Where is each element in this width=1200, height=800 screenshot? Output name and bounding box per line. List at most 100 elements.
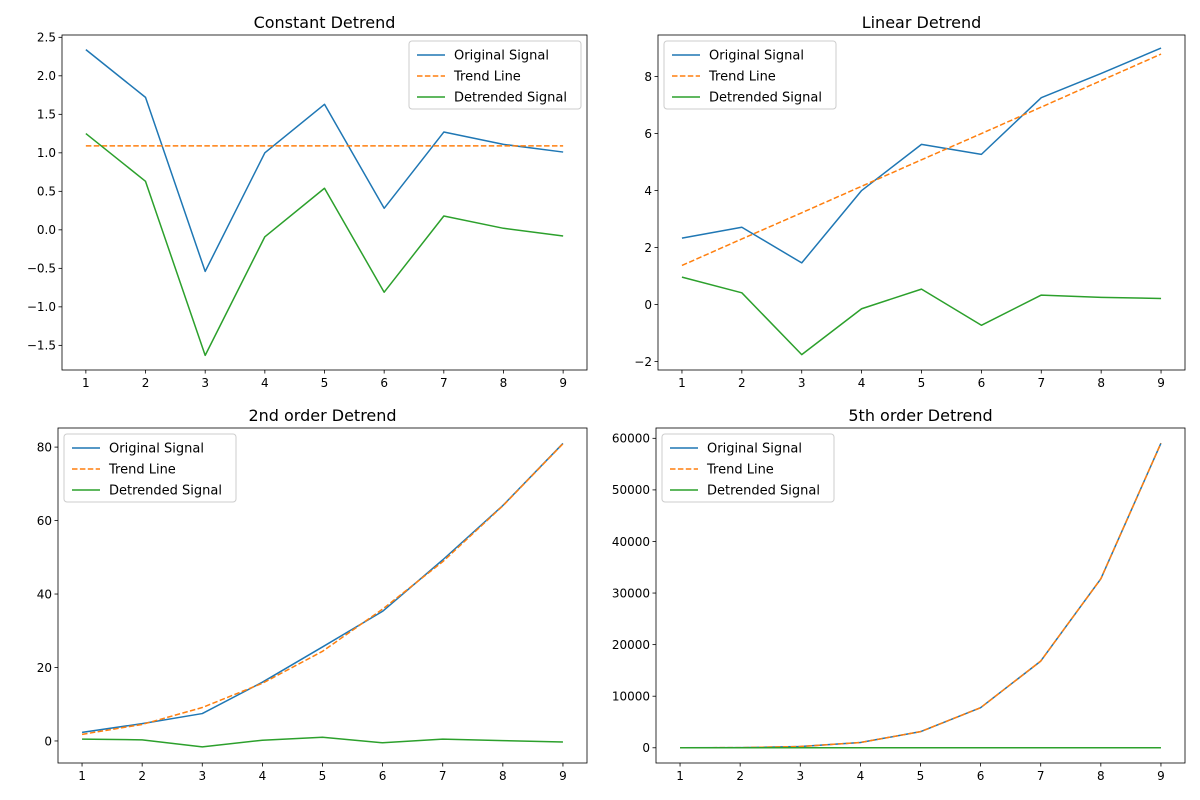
y-tick-label: 30000 (612, 586, 650, 600)
x-tick-label: 4 (261, 376, 269, 390)
y-tick-label: −0.5 (27, 262, 56, 276)
subplot-title: 5th order Detrend (848, 406, 992, 425)
x-tick-label: 5 (917, 769, 925, 783)
x-tick-label: 9 (1157, 376, 1165, 390)
y-tick-label: 4 (644, 184, 652, 198)
x-tick-label: 5 (321, 376, 329, 390)
subplot-5th-order-detrend: 5th order Detrend 1 2 3 4 5 6 7 8 9 0 10000 20000 30… (612, 406, 1186, 783)
x-tick-label: 6 (380, 376, 388, 390)
legend: Original Signal Trend Line Detrended Signa… (63, 433, 237, 503)
series-line-original-signal (85, 49, 564, 273)
x-tick-label: 3 (798, 376, 806, 390)
y-tick-label: 0.0 (37, 223, 56, 237)
x-tick-label: 8 (500, 376, 508, 390)
legend-entry: Original Signal (707, 442, 802, 457)
series-line-trend-line (681, 53, 1162, 267)
series-line-original-signal (681, 47, 1162, 264)
legend-entry: Trend Line (706, 463, 774, 478)
x-tick-label: 9 (559, 769, 567, 783)
x-tick-label: 1 (82, 376, 90, 390)
y-tick-label: 10000 (612, 690, 650, 704)
x-tick-label: 9 (559, 376, 567, 390)
legend: Original Signal Trend Line Detrended Signa… (661, 433, 835, 503)
legend-entry: Trend Line (708, 70, 776, 85)
x-tick-label: 8 (1097, 376, 1105, 390)
legend-entry: Trend Line (108, 463, 176, 478)
x-tick-label: 4 (858, 376, 866, 390)
x-tick-label: 8 (1097, 769, 1105, 783)
x-tick-label: 4 (259, 769, 267, 783)
y-tick-label: 0 (642, 741, 650, 755)
y-tick-label: 50000 (612, 483, 650, 497)
y-tick-label: 80 (37, 440, 52, 454)
legend-box (408, 40, 582, 110)
x-tick-label: 3 (796, 769, 804, 783)
y-tick-label: 2.0 (37, 69, 56, 83)
x-tick-label: 2 (142, 376, 150, 390)
x-tick-label: 1 (78, 769, 86, 783)
subplot-title: Linear Detrend (862, 13, 982, 32)
y-tick-label: 1.0 (37, 146, 56, 160)
x-tick-label: 5 (319, 769, 327, 783)
y-tick-label: 6 (644, 127, 652, 141)
legend-entry: Original Signal (109, 442, 204, 457)
x-tick-label: 8 (499, 769, 507, 783)
x-tick-label: 6 (379, 769, 387, 783)
y-tick-label: 0.5 (37, 185, 56, 199)
legend: Original Signal Trend Line Detrended Signa… (663, 40, 837, 110)
legend: Original Signal Trend Line Detrended Signa… (408, 40, 582, 110)
legend-entry: Original Signal (454, 49, 549, 64)
legend-entry: Detrended Signal (454, 91, 567, 106)
x-tick-label: 7 (1037, 769, 1045, 783)
legend-box (63, 433, 237, 503)
y-tick-label: −2 (634, 355, 652, 369)
series-lines (85, 49, 564, 357)
legend-entry: Detrended Signal (707, 484, 820, 499)
y-tick-label: 2.5 (37, 31, 56, 45)
legend-entry: Detrended Signal (109, 484, 222, 499)
subplot-title: Constant Detrend (254, 13, 396, 32)
legend-entry: Original Signal (709, 49, 804, 64)
y-tick-label: 20 (37, 661, 52, 675)
x-tick-label: 1 (676, 769, 684, 783)
subplot-title: 2nd order Detrend (248, 406, 396, 425)
x-tick-label: 7 (439, 769, 447, 783)
y-tick-label: −1.0 (27, 300, 56, 314)
series-line-detrended-signal (681, 276, 1162, 356)
x-tick-label: 5 (918, 376, 926, 390)
x-tick-label: 4 (857, 769, 865, 783)
legend-entry: Trend Line (453, 70, 521, 85)
series-line-detrended-signal (82, 736, 563, 748)
y-tick-label: 1.5 (37, 108, 56, 122)
x-tick-label: 3 (201, 376, 209, 390)
y-tick-label: 60 (37, 514, 52, 528)
y-tick-label: 2 (644, 241, 652, 255)
y-tick-label: 40000 (612, 535, 650, 549)
x-tick-label: 2 (738, 376, 746, 390)
x-tick-label: 6 (977, 769, 985, 783)
legend-entry: Detrended Signal (709, 91, 822, 106)
x-tick-label: 1 (678, 376, 686, 390)
series-line-trend-line (81, 443, 564, 736)
legend-box (661, 433, 835, 503)
x-tick-label: 9 (1157, 769, 1165, 783)
subplot-linear-detrend: Linear Detrend 1 2 3 4 5 6 7 8 9 −2 0 2 4 6 8 Original … (634, 13, 1186, 390)
x-tick-label: 7 (440, 376, 448, 390)
y-tick-label: 40 (37, 587, 52, 601)
y-tick-label: 60000 (612, 432, 650, 446)
y-tick-label: 20000 (612, 638, 650, 652)
series-lines (681, 47, 1162, 356)
x-tick-label: 7 (1037, 376, 1045, 390)
x-tick-label: 2 (736, 769, 744, 783)
series-lines (81, 442, 564, 748)
subplot-constant-detrend: Constant Detrend 1 2 3 4 5 6 7 8 9 −1.5 −1.0 −0.5 0.… (27, 13, 588, 390)
y-tick-label: −1.5 (27, 339, 56, 353)
x-tick-label: 2 (138, 769, 146, 783)
y-tick-label: 0 (644, 298, 652, 312)
x-tick-label: 3 (198, 769, 206, 783)
series-lines (680, 442, 1162, 749)
x-tick-label: 6 (978, 376, 986, 390)
legend-box (663, 40, 837, 110)
